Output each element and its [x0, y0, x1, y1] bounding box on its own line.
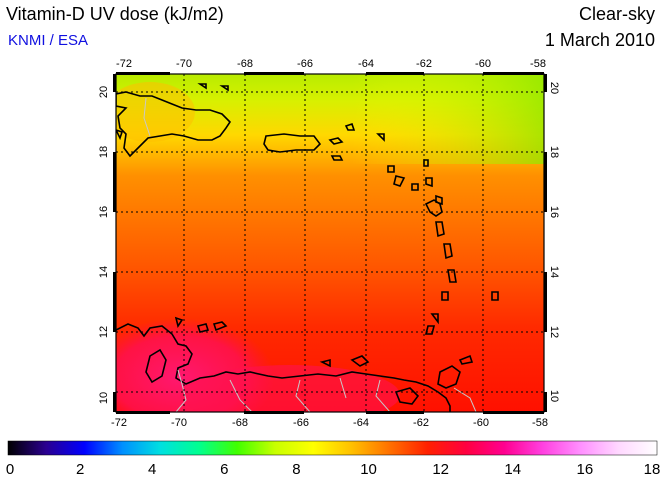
lon-labels-bottom: -72 -70 -68 -66 -64 -62 -60 -58 [111, 417, 548, 429]
lon-label-bottom: -70 [171, 417, 187, 429]
leeward-island-b [393, 175, 406, 187]
lon-label-top: -62 [416, 58, 432, 70]
colorbar-tick-label: 8 [292, 461, 300, 478]
jamaica-tip [116, 129, 124, 141]
colorbar-tick-label: 10 [360, 461, 377, 478]
uv-dose-map: -72 -70 -68 -66 -64 -62 -60 -58 -72 -70 … [98, 58, 560, 429]
colorbar-tick-label: 4 [148, 461, 156, 478]
country-borders [143, 97, 477, 412]
lon-label-bottom: -72 [111, 417, 127, 429]
lon-label-top: -70 [176, 58, 192, 70]
venezuela-coast [116, 323, 451, 412]
small-island-a [330, 155, 344, 161]
colorbar-labels: 0 2 4 6 8 10 12 14 16 18 [6, 461, 661, 478]
colorbar-tick-label: 0 [6, 461, 14, 478]
st-vincent-coast [441, 291, 449, 301]
lat-label-right: 12 [548, 326, 560, 338]
lat-label-right: 14 [548, 266, 560, 278]
lon-label-top: -72 [116, 58, 132, 70]
margarita-coast [319, 355, 370, 368]
lon-label-bottom: -64 [353, 417, 369, 429]
date-label: 1 March 2010 [544, 30, 655, 50]
lat-labels-left: 20 18 16 14 12 10 [98, 86, 110, 404]
lat-label-left: 12 [98, 326, 110, 338]
colorbar-strip [7, 440, 658, 456]
colombia-venezuela-border [175, 369, 187, 412]
lon-label-bottom: -58 [532, 417, 548, 429]
lon-label-top: -68 [237, 58, 253, 70]
barbados-coast [491, 291, 499, 301]
lon-label-bottom: -62 [413, 417, 429, 429]
coastlines [116, 83, 499, 412]
venezuela-guyana-border [453, 387, 477, 412]
lat-labels-right: 20 18 16 14 12 10 [548, 82, 560, 402]
dominica-coast [435, 221, 445, 238]
colorbar-tick-label: 14 [504, 461, 521, 478]
st-lucia-coast [447, 269, 457, 283]
martinique-coast [443, 243, 453, 260]
maracaibo-lake [145, 348, 167, 384]
orinoco-delta [394, 387, 420, 405]
venezuela-hotspot [180, 365, 400, 412]
lat-label-left: 20 [98, 86, 110, 98]
colorbar-tick-label: 18 [644, 461, 661, 478]
lon-label-top: -64 [358, 58, 374, 70]
lat-label-left: 16 [98, 206, 110, 218]
lon-label-bottom: -66 [293, 417, 309, 429]
lon-label-top: -58 [530, 58, 546, 70]
lon-labels-top: -72 -70 -68 -66 -64 -62 -60 -58 [116, 58, 546, 70]
hispaniola-hotspot [116, 82, 195, 142]
map-title: Vitamin-D UV dose (kJ/m2) [6, 4, 224, 24]
lon-label-bottom: -68 [232, 417, 248, 429]
lat-label-right: 18 [548, 146, 560, 158]
puerto-rico-coast [263, 133, 322, 153]
colorbar-tick-label: 2 [76, 461, 84, 478]
lat-label-right: 10 [548, 390, 560, 402]
lon-label-bottom: -60 [473, 417, 489, 429]
small-island-b [376, 133, 385, 142]
sky-mode-label: Clear-sky [578, 4, 655, 24]
tobago-coast [458, 354, 474, 365]
colorbar-tick-label: 12 [432, 461, 449, 478]
lat-label-right: 16 [548, 206, 560, 218]
venezuela-states [229, 377, 391, 412]
agency-label: KNMI / ESA [8, 32, 89, 49]
graticule [116, 74, 544, 412]
lat-label-right: 20 [548, 82, 560, 94]
frame-tick-bars [113, 72, 547, 414]
hispaniola-coast [116, 91, 232, 158]
leeward-island-c [411, 183, 419, 191]
map-frame [115, 73, 545, 413]
curacao-coast [196, 321, 228, 333]
lon-label-top: -60 [475, 58, 491, 70]
leeward-island-a [387, 165, 395, 173]
grenada-coast [424, 313, 439, 335]
trinidad-coast [437, 365, 461, 389]
virgin-islands-coast [328, 122, 356, 145]
haiti-dr-border [143, 97, 151, 137]
lat-label-left: 14 [98, 266, 110, 278]
colorbar-tick-label: 16 [577, 461, 594, 478]
lon-label-top: -66 [297, 58, 313, 70]
lat-label-left: 18 [98, 146, 110, 158]
colorbar-tick-label: 6 [220, 461, 228, 478]
turks-caicos [197, 83, 229, 92]
aruba-coast [174, 316, 184, 328]
lat-label-left: 10 [98, 392, 110, 404]
